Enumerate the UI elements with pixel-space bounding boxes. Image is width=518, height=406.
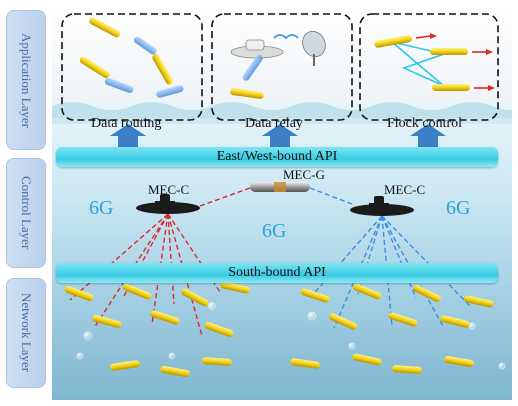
east-west-api-label: East/West-bound API xyxy=(216,149,338,164)
link-left-5 xyxy=(167,213,203,337)
auv-20 xyxy=(444,356,474,367)
flock-control-label: Flock control xyxy=(387,116,463,131)
bubbles xyxy=(76,302,506,370)
auv-8 xyxy=(160,366,190,377)
south-bound-api-label: South-bound API xyxy=(228,265,326,280)
application-layer-label: Application Layer xyxy=(19,32,34,128)
mec-g-label: MEC-G xyxy=(283,167,325,182)
link-left-3 xyxy=(151,213,169,325)
network-auvs xyxy=(64,281,494,377)
link-right-3 xyxy=(381,215,393,327)
auv-17 xyxy=(290,358,320,369)
arrow-flock xyxy=(410,124,446,148)
application-layer-tab: Application Layer xyxy=(6,10,46,150)
app-box-routing xyxy=(61,13,203,121)
auv-6 xyxy=(220,281,250,294)
network-layer-tab: Network Layer xyxy=(6,278,46,388)
link-left-4 xyxy=(167,213,175,305)
auv-5 xyxy=(204,322,234,337)
auv-15 xyxy=(440,315,470,328)
links-top xyxy=(199,187,353,207)
app-box-relay xyxy=(211,13,353,121)
6g-left-label: 6G xyxy=(89,197,114,219)
auv-13 xyxy=(388,312,418,327)
auv-9 xyxy=(202,357,232,366)
auv-19 xyxy=(392,365,422,374)
auv-4 xyxy=(181,288,209,307)
auv-7 xyxy=(110,360,140,371)
up-arrows xyxy=(110,124,446,148)
auv-10 xyxy=(300,288,330,303)
data-relay-label: Data relay xyxy=(245,116,303,131)
auv-18 xyxy=(352,353,382,366)
auv-2 xyxy=(122,283,152,300)
app-box-flock xyxy=(359,13,499,121)
6g-center-label: 6G xyxy=(262,220,287,242)
east-west-api-bar: East/West-bound API xyxy=(56,147,498,167)
link-top-left xyxy=(199,187,251,207)
south-bound-api-bar: South-bound API xyxy=(56,263,498,283)
link-right-4 xyxy=(381,215,417,299)
data-routing-label: Data routing xyxy=(91,116,162,131)
auv-0 xyxy=(64,286,94,301)
scene-illustration xyxy=(52,6,512,400)
mec-c-left-label: MEC-C xyxy=(148,182,190,197)
mec-g-glider xyxy=(250,182,310,192)
arrow-routing xyxy=(110,124,146,148)
auv-12 xyxy=(352,283,382,300)
mec-c-right-label: MEC-C xyxy=(384,182,426,197)
control-layer-tab: Control Layer xyxy=(6,158,46,268)
routing-auvs xyxy=(79,17,184,98)
link-right-0 xyxy=(307,215,383,301)
arrow-relay xyxy=(262,124,298,148)
mec-c-left-sub xyxy=(136,194,200,214)
flock-scene xyxy=(374,33,495,91)
auv-1 xyxy=(92,315,122,328)
auv-14 xyxy=(413,284,441,303)
network-layer-label: Network Layer xyxy=(19,293,34,373)
link-left-0 xyxy=(69,213,169,301)
mec-c-right-sub xyxy=(350,196,414,216)
auv-16 xyxy=(464,295,494,308)
6g-right-label: 6G xyxy=(446,197,471,219)
control-layer-label: Control Layer xyxy=(19,176,34,250)
auv-3 xyxy=(150,310,180,325)
relay-scene xyxy=(230,30,326,99)
link-right-6 xyxy=(381,215,471,307)
auv-11 xyxy=(328,313,358,330)
